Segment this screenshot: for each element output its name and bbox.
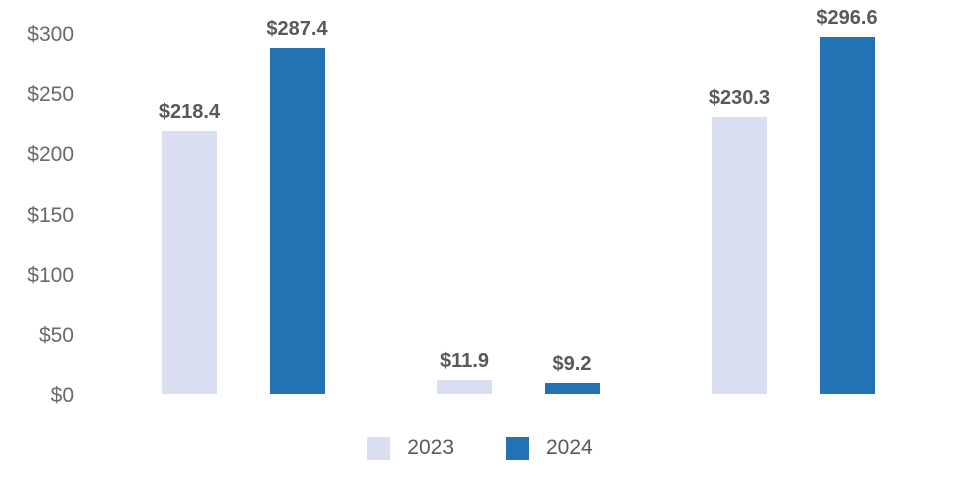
y-axis-tick-label: $150 bbox=[27, 203, 74, 227]
y-axis-tick-label: $0 bbox=[50, 384, 74, 407]
legend-swatch-2024 bbox=[506, 436, 529, 460]
legend-item-2023: 2023 bbox=[367, 436, 454, 460]
y-axis-tick-label: $200 bbox=[27, 143, 74, 167]
bar-value-label: $287.4 bbox=[266, 18, 328, 41]
legend-label: 2023 bbox=[407, 436, 454, 459]
y-axis-tick-label: $300 bbox=[27, 23, 74, 46]
bar-value-label: $11.9 bbox=[440, 349, 489, 372]
y-axis-tick-label: $250 bbox=[27, 83, 74, 107]
legend-item-2024: 2024 bbox=[506, 436, 593, 460]
bar-value-label: $9.2 bbox=[552, 352, 592, 375]
bar-value-label: $218.4 bbox=[158, 101, 221, 124]
bar-2023-group-1 bbox=[162, 131, 217, 394]
bar-2024-group-1 bbox=[269, 48, 325, 394]
bar-value-label: $296.6 bbox=[816, 7, 878, 30]
y-axis-tick-label: $50 bbox=[38, 323, 74, 347]
legend: 2023 2024 bbox=[0, 434, 960, 462]
legend-label: 2024 bbox=[546, 436, 593, 459]
legend-swatch-2023 bbox=[367, 436, 391, 460]
bar-2024-group-3 bbox=[819, 37, 875, 394]
bar-2023-group-3 bbox=[712, 116, 767, 394]
bar-2024-group-2 bbox=[544, 382, 600, 394]
bar-2023-group-2 bbox=[437, 379, 492, 394]
y-axis-tick-label: $100 bbox=[27, 263, 74, 287]
bar-value-label: $230.3 bbox=[708, 86, 771, 109]
